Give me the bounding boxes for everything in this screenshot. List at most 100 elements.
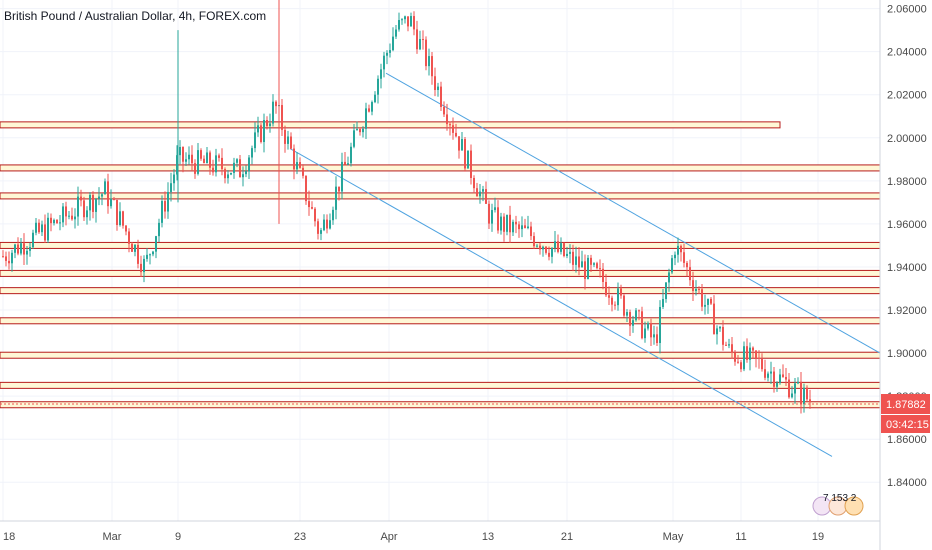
candle-body <box>521 225 523 230</box>
candle-body <box>344 161 346 165</box>
candle-body <box>575 256 577 265</box>
candle-body <box>782 374 784 377</box>
candle-body <box>713 303 715 335</box>
candle-body <box>221 157 223 170</box>
candle-body <box>17 244 19 254</box>
candle-body <box>59 222 61 224</box>
candle-body <box>356 129 358 131</box>
candle-body <box>368 108 370 112</box>
candle-body <box>245 171 247 175</box>
candle-body <box>809 399 811 403</box>
candle-body <box>503 216 505 232</box>
events-badge[interactable]: 7 153 2 <box>812 493 864 516</box>
candle-body <box>641 311 643 339</box>
candle-body <box>35 222 37 233</box>
candle-body <box>275 101 277 107</box>
candle-body <box>578 256 580 268</box>
candle-body <box>104 181 106 195</box>
time-tick-label: Mar <box>103 531 122 543</box>
candle-body <box>608 295 610 298</box>
candle-body <box>374 94 376 103</box>
candle-body <box>467 150 469 169</box>
candle-body <box>674 254 676 259</box>
candle-body <box>269 123 271 127</box>
candle-body <box>518 224 520 230</box>
candle-body <box>77 196 79 217</box>
candle-body <box>263 120 265 143</box>
candle-body <box>122 211 124 226</box>
candle-body <box>476 188 478 197</box>
candle-body <box>515 221 517 225</box>
candle-body <box>671 258 673 273</box>
candle-body <box>176 155 178 175</box>
candle-body <box>386 52 388 56</box>
candle-body <box>338 186 340 192</box>
candle-body <box>140 263 142 273</box>
candle-body <box>47 217 49 241</box>
candle-body <box>281 105 283 130</box>
candle-body <box>284 129 286 144</box>
candle-body <box>215 155 217 173</box>
candle-body <box>254 132 256 149</box>
candle-body <box>497 207 499 231</box>
candle-body <box>572 251 574 265</box>
candle-body <box>554 241 556 248</box>
candle-body <box>380 69 382 79</box>
candle-body <box>464 139 466 169</box>
candle-body <box>347 163 349 165</box>
candle-body <box>167 191 169 212</box>
candle-body <box>50 217 52 224</box>
candle-body <box>581 261 583 268</box>
candle-body <box>335 186 337 210</box>
candle-body <box>401 19 403 21</box>
price-channel[interactable] <box>289 72 881 457</box>
candle-body <box>650 323 652 338</box>
candle-body <box>314 208 316 222</box>
candle-body <box>596 263 598 269</box>
candle-body <box>716 328 718 335</box>
candle-body <box>131 243 133 252</box>
price-tick-label: 2.00000 <box>887 133 927 145</box>
time-tick-label: 9 <box>175 531 181 543</box>
candle-body <box>764 369 766 378</box>
candle-body <box>707 298 709 305</box>
last-price-tag <box>881 394 930 414</box>
candle-body <box>155 236 157 252</box>
candle-body <box>797 381 799 384</box>
candle-body <box>560 243 562 252</box>
time-tick-label: May <box>663 531 684 543</box>
candle-body <box>152 251 154 255</box>
candle-body <box>8 260 10 264</box>
support-resistance-zone <box>0 192 881 200</box>
time-axis[interactable]: 18 Mar 9 23 Apr 13 21 May 11 19 <box>3 531 824 543</box>
price-axis[interactable]: 2.06000 2.04000 2.02000 2.00000 1.98000 1.960… <box>887 4 927 490</box>
candle-body <box>584 261 586 279</box>
candle-body <box>485 189 487 204</box>
candle-body <box>416 29 418 50</box>
candle-body <box>770 371 772 374</box>
candle-body <box>500 216 502 231</box>
candle-body <box>293 148 295 170</box>
candle-body <box>446 114 448 125</box>
candle-body <box>41 224 43 233</box>
candle-body <box>146 254 148 259</box>
candle-body <box>194 163 196 174</box>
time-tick-label: 19 <box>812 531 824 543</box>
candle-body <box>785 376 787 380</box>
candle-body <box>539 245 541 250</box>
support-resistance-zone <box>0 381 881 389</box>
support-resistance-zones[interactable] <box>0 121 881 409</box>
candle-body <box>632 320 634 326</box>
candle-body <box>197 150 199 174</box>
candle-body <box>722 326 724 345</box>
support-resistance-zone <box>0 269 881 277</box>
candle-body <box>236 159 238 163</box>
candle-body <box>287 136 289 144</box>
candle-body <box>734 352 736 362</box>
candle-body <box>419 39 421 50</box>
candle-body <box>740 362 742 370</box>
candlestick-series <box>2 0 811 414</box>
candle-body <box>599 268 601 270</box>
candle-body <box>776 382 778 387</box>
